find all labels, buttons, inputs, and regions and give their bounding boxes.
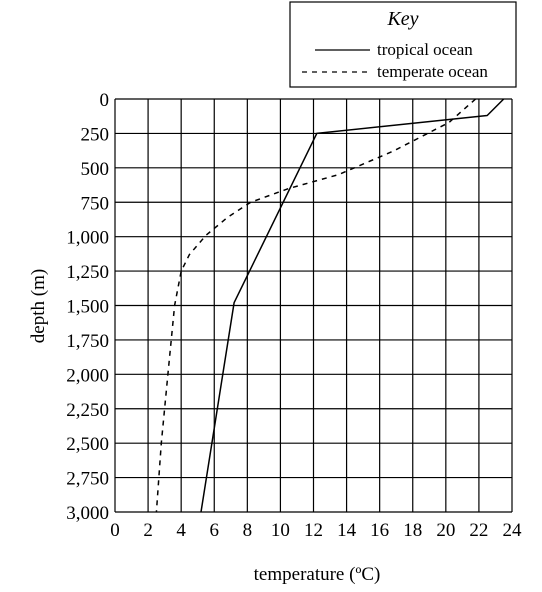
y-tick-label: 1,750 [66,331,109,352]
grid [114,98,513,513]
y-tick-label: 750 [81,193,110,214]
tick-labels: 0 2 4 6 8 10 12 14 16 18 20 22 2402505007501,0001,25… [66,90,522,541]
x-tick-label: 4 [176,520,186,541]
x-tick-label: 16 [370,520,389,541]
y-tick-label: 2,750 [66,469,109,490]
legend-label-tropical: tropical ocean [377,40,473,59]
y-tick-label: 1,500 [66,297,109,318]
x-tick-label: 14 [337,520,357,541]
y-tick-label: 250 [81,124,110,145]
x-tick-label: 6 [210,520,220,541]
y-tick-label: 0 [100,90,110,111]
x-tick-label: 24 [503,520,523,541]
y-axis-title: depth (m) [28,269,49,343]
series-line-temperate-ocean [155,98,477,513]
x-tick-label: 22 [469,520,488,541]
legend: Key tropical ocean temperate ocean [289,1,517,88]
x-tick-label: 0 [110,520,120,541]
legend-box [289,1,517,88]
y-tick-label: 500 [81,159,110,180]
y-tick-label: 1,000 [66,228,109,249]
y-tick-label: 3,000 [66,503,109,524]
series-line-tropical-ocean [200,98,505,513]
legend-label-temperate: temperate ocean [377,62,488,81]
y-tick-label: 1,250 [66,262,109,283]
y-tick-label: 2,000 [66,365,109,386]
y-tick-label: 2,250 [66,400,109,421]
x-tick-label: 18 [403,520,422,541]
x-tick-label: 2 [143,520,153,541]
x-tick-label: 8 [243,520,253,541]
series-lines [155,98,505,513]
legend-title: Key [386,8,418,30]
x-axis-title: temperature (ºC) [254,564,381,585]
x-tick-label: 20 [436,520,455,541]
x-tick-label: 12 [304,520,323,541]
y-tick-label: 2,500 [66,434,109,455]
x-tick-label: 10 [271,520,290,541]
